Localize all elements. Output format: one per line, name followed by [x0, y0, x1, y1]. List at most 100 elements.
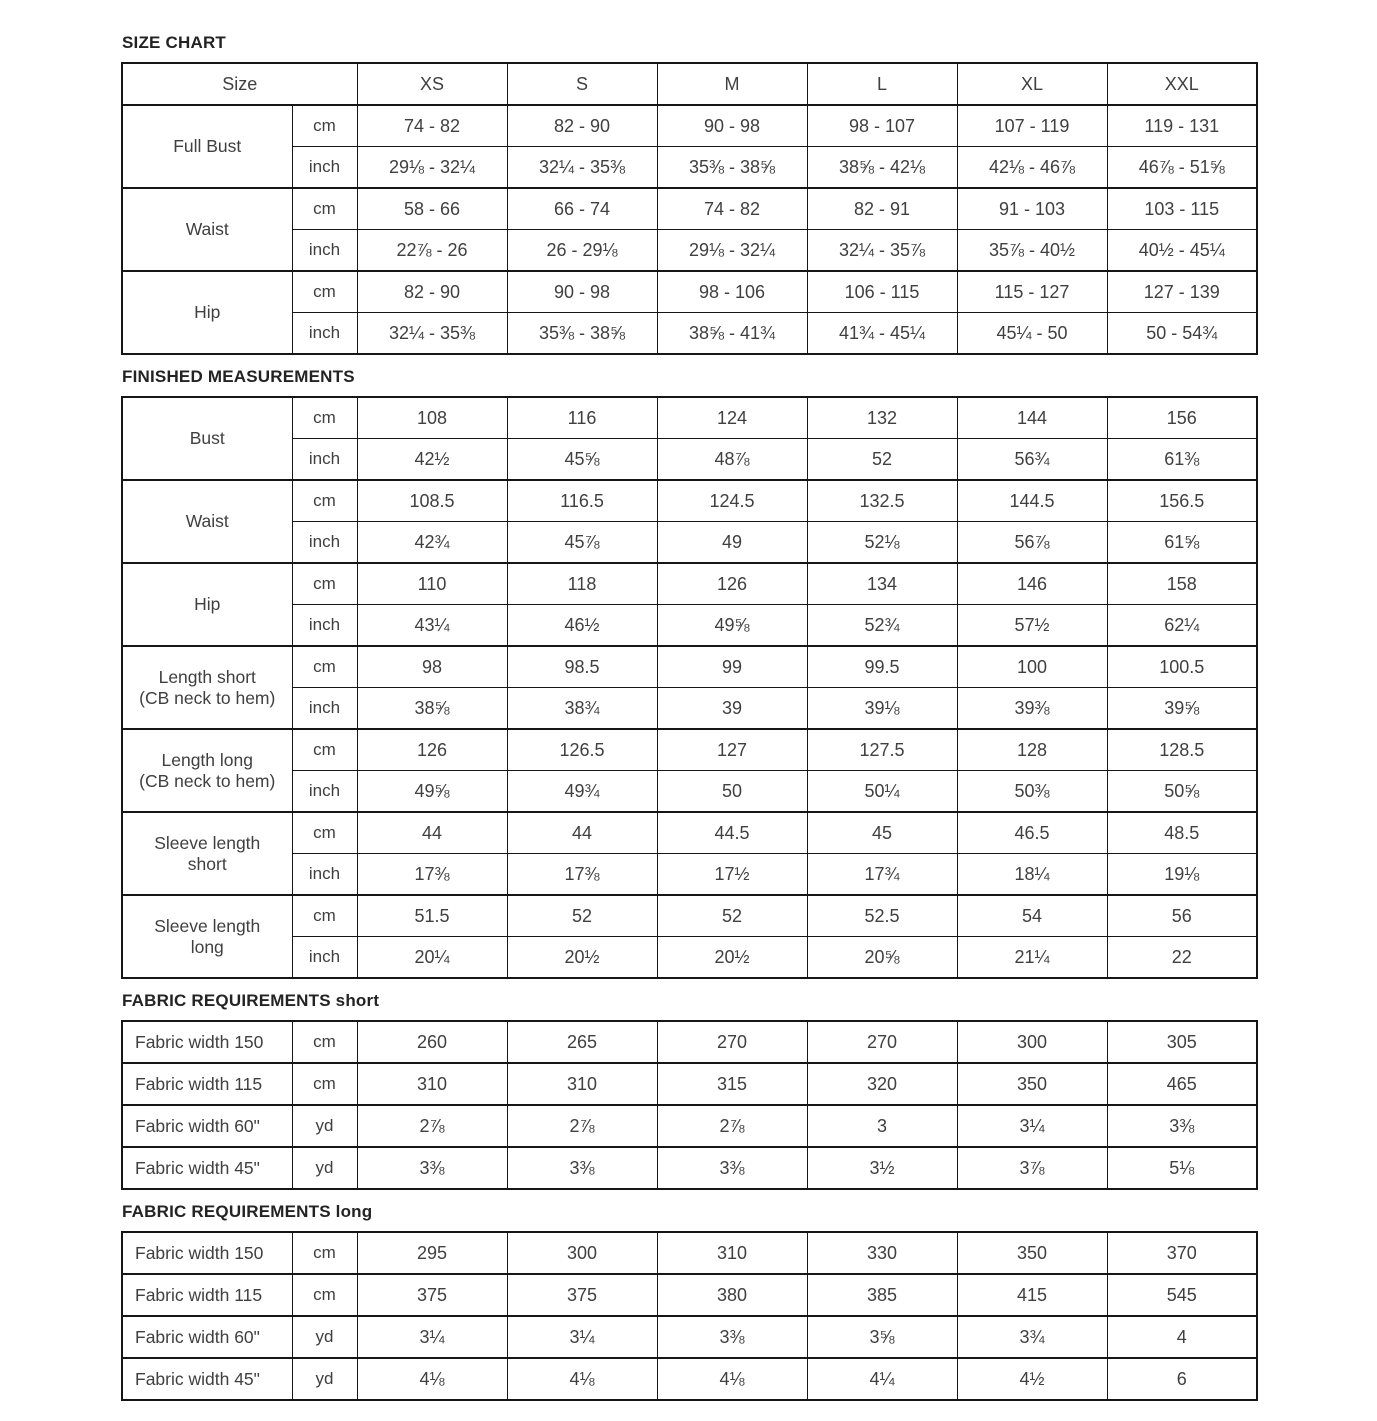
value-cell: 32¼ - 35⅜	[356, 312, 508, 355]
value-cell: 3¼	[356, 1315, 508, 1359]
value-cell: 38⅝ - 42⅛	[806, 146, 958, 189]
value-cell: 320	[806, 1062, 958, 1106]
value-cell: 4¼	[806, 1357, 958, 1401]
unit-cell: inch	[291, 687, 358, 730]
value-cell: 45	[806, 811, 958, 854]
size-header-cell: M	[656, 62, 808, 106]
value-cell: 144.5	[956, 479, 1108, 522]
finished-measurements-heading: FINISHED MEASUREMENTS	[122, 367, 355, 386]
value-cell: 144	[956, 396, 1108, 439]
value-cell: 39⅜	[956, 687, 1108, 730]
value-cell: 45¼ - 50	[956, 312, 1108, 355]
row-label-cell: Fabric width 45"	[121, 1146, 293, 1190]
value-cell: 126	[656, 562, 808, 605]
value-cell: 41¾ - 45¼	[806, 312, 958, 355]
row-label-cell: Fabric width 60"	[121, 1315, 293, 1359]
value-cell: 3	[806, 1104, 958, 1148]
value-cell: 62¼	[1106, 604, 1258, 647]
value-cell: 98 - 107	[806, 104, 958, 147]
value-cell: 56⅞	[956, 521, 1108, 564]
row-label-cell: Full Bust	[121, 104, 293, 189]
value-cell: 17⅜	[506, 853, 658, 896]
value-cell: 385	[806, 1273, 958, 1317]
value-cell: 2⅞	[506, 1104, 658, 1148]
value-cell: 106 - 115	[806, 270, 958, 313]
value-cell: 132	[806, 396, 958, 439]
value-cell: 107 - 119	[956, 104, 1108, 147]
value-cell: 330	[806, 1231, 958, 1275]
unit-cell: inch	[291, 521, 358, 564]
value-cell: 156.5	[1106, 479, 1258, 522]
row-label-cell: Fabric width 115	[121, 1273, 293, 1317]
unit-cell: cm	[291, 1062, 358, 1106]
value-cell: 57½	[956, 604, 1108, 647]
value-cell: 127 - 139	[1106, 270, 1258, 313]
section-fabric-requirements-short: FABRIC REQUIREMENTS short Fabric width 1…	[121, 991, 1258, 1190]
value-cell: 39⅛	[806, 687, 958, 730]
value-cell: 310	[356, 1062, 508, 1106]
value-cell: 3⅜	[506, 1146, 658, 1190]
unit-cell: inch	[291, 770, 358, 813]
value-cell: 56	[1106, 894, 1258, 937]
value-cell: 108	[356, 396, 508, 439]
size-chart-table: Size XS S M L XL XXL Full Bust cm 74 - 82 82 - 90 9…	[121, 62, 1259, 355]
value-cell: 46⅞ - 51⅝	[1106, 146, 1258, 189]
row-label-cell: Hip	[121, 270, 293, 355]
value-cell: 3⅜	[656, 1146, 808, 1190]
unit-cell: cm	[291, 562, 358, 605]
size-header-cell: XL	[956, 62, 1108, 106]
value-cell: 415	[956, 1273, 1108, 1317]
value-cell: 300	[956, 1020, 1108, 1064]
value-cell: 3¼	[956, 1104, 1108, 1148]
row-label-cell: Hip	[121, 562, 293, 647]
value-cell: 61⅝	[1106, 521, 1258, 564]
row-label-cell: Waist	[121, 187, 293, 272]
value-cell: 66 - 74	[506, 187, 658, 230]
value-cell: 52⅛	[806, 521, 958, 564]
value-cell: 3½	[806, 1146, 958, 1190]
value-cell: 380	[656, 1273, 808, 1317]
value-cell: 3⅜	[1106, 1104, 1258, 1148]
value-cell: 49⅝	[656, 604, 808, 647]
row-label-cell: Length short (CB neck to hem)	[121, 645, 293, 730]
unit-cell: inch	[291, 438, 358, 481]
value-cell: 5⅛	[1106, 1146, 1258, 1190]
value-cell: 115 - 127	[956, 270, 1108, 313]
value-cell: 375	[356, 1273, 508, 1317]
row-label-cell: Waist	[121, 479, 293, 564]
value-cell: 21¼	[956, 936, 1108, 979]
value-cell: 3⅜	[656, 1315, 808, 1359]
value-cell: 295	[356, 1231, 508, 1275]
value-cell: 46½	[506, 604, 658, 647]
value-cell: 50	[656, 770, 808, 813]
row-label-cell: Fabric width 45"	[121, 1357, 293, 1401]
value-cell: 50⅝	[1106, 770, 1258, 813]
unit-cell: yd	[291, 1357, 358, 1401]
value-cell: 90 - 98	[506, 270, 658, 313]
value-cell: 26 - 29⅛	[506, 229, 658, 272]
unit-cell: cm	[291, 894, 358, 937]
value-cell: 4⅛	[356, 1357, 508, 1401]
value-cell: 51.5	[356, 894, 508, 937]
unit-cell: inch	[291, 853, 358, 896]
value-cell: 265	[506, 1020, 658, 1064]
value-cell: 127.5	[806, 728, 958, 771]
unit-cell: inch	[291, 229, 358, 272]
unit-cell: cm	[291, 1273, 358, 1317]
unit-cell: cm	[291, 811, 358, 854]
value-cell: 310	[656, 1231, 808, 1275]
size-header-cell: S	[506, 62, 658, 106]
value-cell: 49⅝	[356, 770, 508, 813]
row-label-cell: Sleeve length short	[121, 811, 293, 896]
value-cell: 370	[1106, 1231, 1258, 1275]
value-cell: 100	[956, 645, 1108, 688]
value-cell: 99	[656, 645, 808, 688]
value-cell: 156	[1106, 396, 1258, 439]
value-cell: 44	[506, 811, 658, 854]
value-cell: 39⅝	[1106, 687, 1258, 730]
value-cell: 128.5	[1106, 728, 1258, 771]
fabric-requirements-short-heading: FABRIC REQUIREMENTS short	[122, 991, 380, 1010]
value-cell: 20½	[656, 936, 808, 979]
value-cell: 82 - 90	[506, 104, 658, 147]
